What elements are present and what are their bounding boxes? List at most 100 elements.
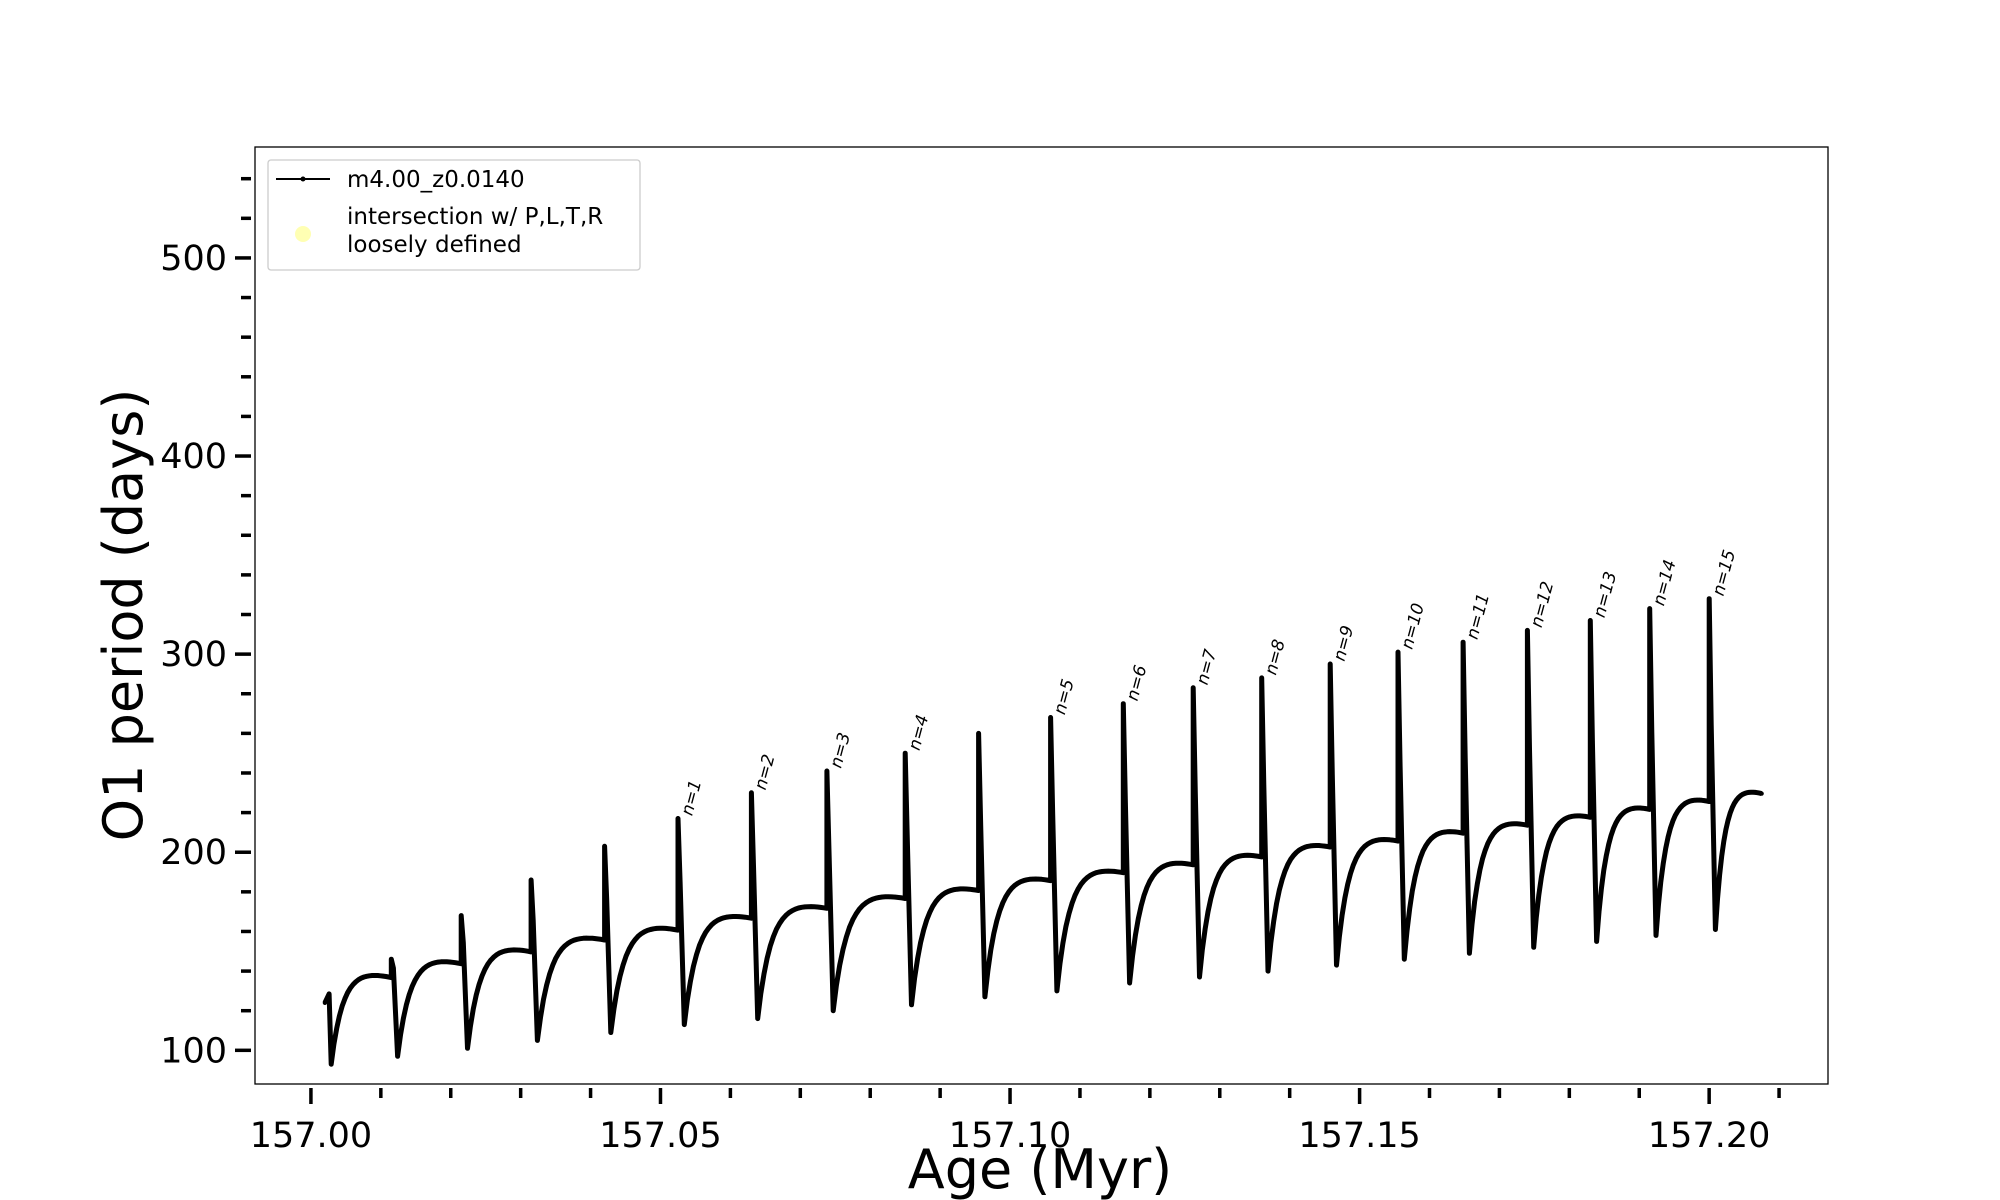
series-point xyxy=(930,904,935,909)
series-point xyxy=(1348,871,1353,876)
series-point xyxy=(1048,878,1053,883)
series-point xyxy=(1345,882,1350,887)
series-point xyxy=(620,962,626,968)
series-point xyxy=(412,978,418,983)
series-point xyxy=(924,917,929,923)
series-point xyxy=(1147,879,1153,884)
y-tick-label: 500 xyxy=(160,239,227,279)
series-point xyxy=(1721,839,1727,844)
series-point xyxy=(409,984,415,989)
series-point xyxy=(808,904,814,909)
series-point xyxy=(547,971,552,977)
series-point xyxy=(1395,649,1401,655)
series-point xyxy=(927,910,932,915)
series-point xyxy=(1072,893,1078,898)
series-point xyxy=(1727,811,1733,816)
series-point xyxy=(1647,606,1652,611)
series-point xyxy=(1536,892,1542,898)
series-point xyxy=(1285,862,1291,867)
series-point xyxy=(1054,988,1060,994)
series-point xyxy=(1057,962,1063,967)
series-point xyxy=(675,927,681,933)
series-point xyxy=(1613,820,1619,826)
series-point xyxy=(636,933,641,939)
series-point xyxy=(1139,903,1144,908)
series-point xyxy=(1328,844,1333,850)
series-point xyxy=(1717,872,1722,878)
series-point xyxy=(389,957,394,962)
series-point xyxy=(630,941,635,946)
series-point xyxy=(1000,900,1005,905)
x-tick-label: 157.20 xyxy=(1648,1116,1770,1156)
series-point xyxy=(1342,895,1348,901)
series-point xyxy=(538,1015,543,1020)
series-point xyxy=(404,1002,409,1008)
series-point xyxy=(1715,896,1720,902)
series-point xyxy=(1596,909,1602,914)
series-point xyxy=(1480,856,1485,862)
series-point xyxy=(1191,685,1196,690)
series-point xyxy=(401,1016,406,1021)
series-point xyxy=(1200,947,1205,953)
series-point xyxy=(1063,924,1069,929)
series-point xyxy=(1707,596,1712,601)
series-point xyxy=(602,844,607,849)
series-point xyxy=(337,1013,342,1019)
series-point xyxy=(1193,790,1198,795)
series-point xyxy=(1713,927,1718,932)
series-point xyxy=(1330,772,1335,778)
series-point xyxy=(326,991,332,997)
series-point xyxy=(1539,874,1544,880)
series-point xyxy=(1060,941,1066,946)
series-point xyxy=(1205,909,1211,914)
y-tick-label: 100 xyxy=(160,1031,227,1071)
series-point xyxy=(1594,939,1599,944)
series-point xyxy=(604,897,609,902)
series-point xyxy=(1217,871,1222,876)
series-point xyxy=(918,940,923,945)
series-point xyxy=(660,926,665,931)
series-point xyxy=(893,894,898,900)
series-point xyxy=(617,974,623,979)
series-point xyxy=(1649,730,1655,735)
series-point xyxy=(786,910,792,915)
series-point xyxy=(1663,846,1668,851)
series-point xyxy=(903,896,908,901)
series-point xyxy=(1665,834,1671,840)
series-point xyxy=(339,1004,345,1009)
series-point xyxy=(461,940,466,945)
series-point xyxy=(1048,715,1053,720)
series-point xyxy=(824,768,830,774)
series-point xyxy=(1003,894,1008,899)
series-point xyxy=(654,926,659,931)
series-point xyxy=(1426,839,1431,845)
series-point xyxy=(1136,916,1141,921)
series-point xyxy=(459,961,464,966)
series-point xyxy=(1268,941,1274,946)
y-axis-label: O1 period (days) xyxy=(92,389,155,842)
series-point xyxy=(751,863,756,869)
x-tick-label: 157.10 xyxy=(949,1116,1071,1156)
series-point xyxy=(329,1062,334,1067)
series-point xyxy=(1395,838,1401,844)
series-point xyxy=(815,904,820,910)
series-point xyxy=(831,1008,836,1013)
series-point xyxy=(700,935,705,941)
series-point xyxy=(391,965,396,971)
series-point xyxy=(1415,864,1420,869)
series-point xyxy=(1647,807,1652,812)
series-point xyxy=(682,1022,687,1027)
series-point xyxy=(1402,957,1407,962)
series-point xyxy=(1277,888,1282,893)
x-tick-label: 157.00 xyxy=(250,1116,372,1156)
series-point xyxy=(844,934,849,940)
series-point xyxy=(1475,881,1480,887)
series-point xyxy=(1271,919,1276,924)
series-point xyxy=(994,918,999,923)
series-point xyxy=(1397,763,1403,769)
series-point xyxy=(1525,628,1530,633)
series-point xyxy=(905,837,910,842)
series-point xyxy=(840,947,846,952)
series-point xyxy=(1208,896,1214,901)
